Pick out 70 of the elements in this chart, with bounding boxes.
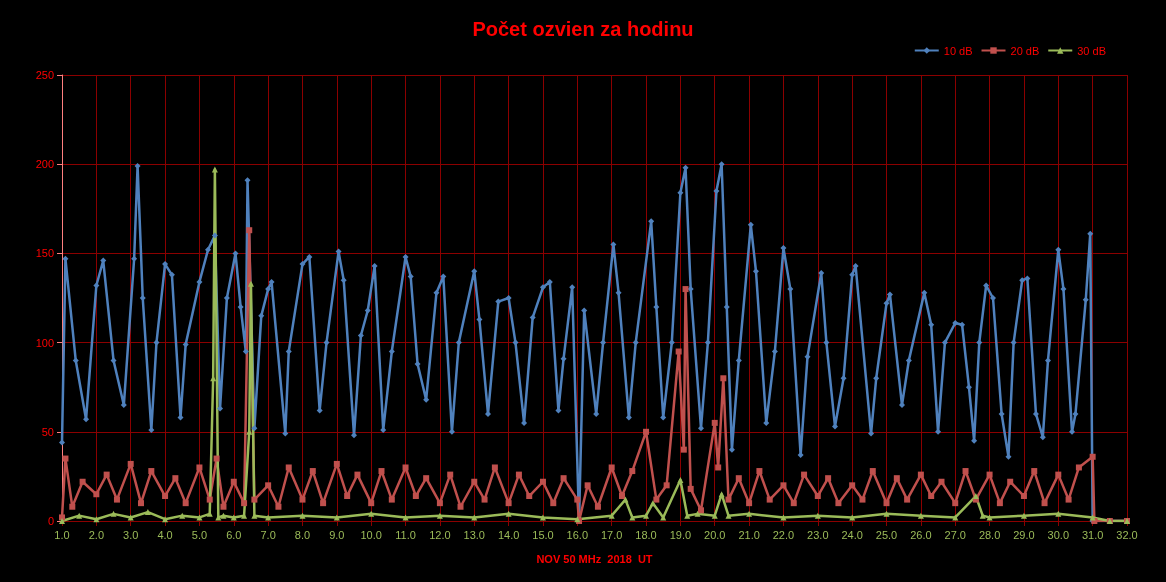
x-tick-label: 24.0: [841, 528, 863, 541]
x-tick-label: 7.0: [260, 528, 276, 541]
point: [1055, 510, 1062, 517]
x-tick-label: 21.0: [738, 528, 760, 541]
point: [110, 510, 117, 517]
x-tick-label: 25.0: [875, 528, 898, 541]
x-tick-label: 2.0: [88, 528, 104, 541]
y-tick-label: 50: [41, 425, 54, 438]
point: [711, 512, 718, 519]
point: [211, 166, 218, 173]
legend-label: 30 dB: [1077, 44, 1106, 57]
x-tick-label: 20.0: [704, 528, 726, 541]
point: [718, 491, 725, 498]
x-tick-label: 11.0: [395, 528, 416, 541]
x-tick-label: 28.0: [978, 528, 1001, 541]
y-tick-label: 100: [35, 336, 54, 349]
point: [162, 516, 169, 523]
point: [144, 509, 151, 516]
x-tick-label: 1.0: [54, 528, 70, 541]
x-tick-label: 29.0: [1013, 528, 1035, 541]
point: [814, 512, 821, 519]
point: [883, 510, 890, 517]
point: [649, 500, 656, 507]
x-tick-label: 19.0: [669, 528, 692, 541]
point: [179, 512, 186, 519]
point: [76, 512, 83, 519]
point: [368, 510, 375, 517]
x-tick-label: 12.0: [429, 528, 451, 541]
x-tick-label: 3.0: [123, 528, 139, 541]
x-tick-label: 10.0: [360, 528, 382, 541]
x-tick-label: 30.0: [1047, 528, 1069, 541]
x-tick-label: 4.0: [157, 528, 173, 541]
point: [677, 476, 684, 483]
x-tick-label: 17.0: [600, 528, 623, 541]
x-tick-label: 16.0: [566, 528, 589, 541]
point: [979, 512, 986, 519]
point: [746, 510, 753, 517]
x-tick-label: 15.0: [532, 528, 554, 541]
x-tick-label: 13.0: [463, 528, 485, 541]
y-tick-label: 150: [35, 247, 54, 260]
point: [505, 510, 512, 517]
legend-label: 10 dB: [943, 44, 973, 57]
point: [220, 512, 227, 519]
x-tick-label: 26.0: [910, 528, 932, 541]
point: [622, 496, 629, 503]
point: [917, 512, 924, 519]
x-tick-label: 6.0: [226, 528, 242, 541]
x-tick-label: 22.0: [772, 528, 795, 541]
point: [436, 512, 443, 519]
point: [247, 280, 254, 287]
x-tick-label: 8.0: [294, 528, 311, 541]
y-tick-label: 200: [35, 158, 54, 171]
y-tick-label: 250: [35, 69, 54, 81]
x-tick-label: 23.0: [807, 528, 829, 541]
point: [299, 512, 306, 519]
point: [1020, 512, 1027, 519]
legend-label: 20 dB: [1010, 44, 1040, 57]
x-tick-label: 27.0: [944, 528, 966, 541]
y-tick-label: 0: [47, 515, 54, 527]
x-tick-label: 32.0: [1116, 528, 1138, 541]
x-tick-label: 5.0: [191, 528, 208, 541]
x-tick-label: 14.0: [497, 528, 520, 541]
x-tick-label: 9.0: [329, 528, 345, 541]
x-tick-label: 31.0: [1081, 528, 1104, 541]
chart-title: Počet ozvien za hodinu: [472, 18, 694, 40]
x-axis-title: NOV 50 MHz 2018 UT: [536, 552, 653, 565]
point: [694, 510, 701, 517]
x-tick-label: 18.0: [635, 528, 657, 541]
point: [643, 512, 650, 519]
point: [608, 512, 615, 519]
